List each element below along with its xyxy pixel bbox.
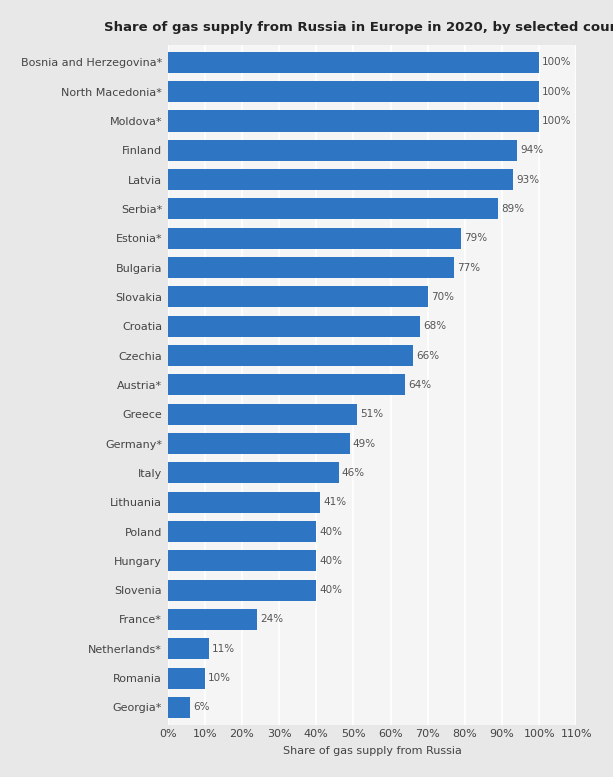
Text: 41%: 41% (323, 497, 346, 507)
Text: 100%: 100% (542, 57, 572, 68)
Bar (167, 81, 539, 103)
Text: 40%: 40% (319, 585, 342, 595)
Bar (167, 638, 208, 660)
Bar (167, 521, 316, 542)
Bar (167, 462, 338, 483)
Text: 6%: 6% (193, 702, 210, 713)
Text: 94%: 94% (520, 145, 543, 155)
Bar (167, 492, 320, 513)
Text: 66%: 66% (416, 350, 439, 361)
Text: 68%: 68% (423, 321, 446, 331)
Bar (167, 198, 498, 219)
Bar (167, 697, 190, 718)
Bar (167, 169, 513, 190)
Bar (167, 345, 413, 366)
Title: Share of gas supply from Russia in Europe in 2020, by selected country: Share of gas supply from Russia in Europ… (104, 21, 613, 34)
Bar (167, 580, 316, 601)
Bar (167, 287, 428, 308)
Text: 51%: 51% (360, 409, 383, 420)
Text: 77%: 77% (457, 263, 480, 273)
Text: 89%: 89% (501, 204, 525, 214)
Bar (167, 667, 205, 688)
Bar (167, 140, 517, 161)
Bar (167, 228, 461, 249)
Text: 70%: 70% (431, 292, 454, 302)
Text: 24%: 24% (260, 615, 283, 625)
Text: 79%: 79% (464, 233, 487, 243)
Bar (167, 315, 421, 336)
Text: 40%: 40% (319, 527, 342, 536)
Text: 100%: 100% (542, 87, 572, 96)
Bar (167, 110, 539, 131)
Text: 49%: 49% (352, 438, 376, 448)
Bar (167, 52, 539, 73)
X-axis label: Share of gas supply from Russia: Share of gas supply from Russia (283, 746, 462, 756)
Text: 10%: 10% (208, 673, 230, 683)
Bar (167, 375, 405, 395)
Bar (167, 609, 257, 630)
Bar (167, 433, 349, 454)
Text: 93%: 93% (516, 175, 539, 185)
Text: 40%: 40% (319, 556, 342, 566)
Bar (167, 550, 316, 571)
Text: 64%: 64% (408, 380, 432, 390)
Bar (167, 257, 454, 278)
Bar (167, 404, 357, 425)
Text: 100%: 100% (542, 116, 572, 126)
Text: 11%: 11% (211, 644, 235, 653)
Text: 46%: 46% (341, 468, 365, 478)
